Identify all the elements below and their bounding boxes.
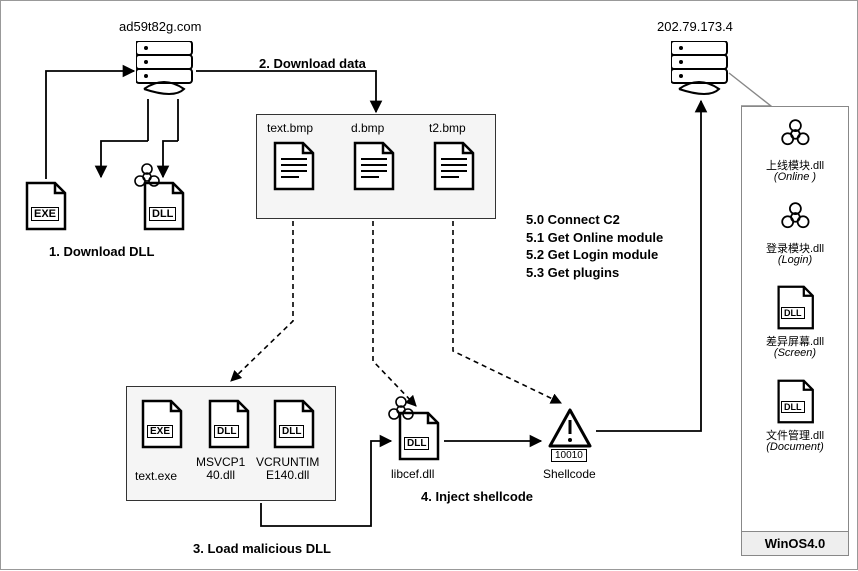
step4-label: 4. Inject shellcode — [421, 489, 533, 504]
dll1-label: DLL — [149, 207, 176, 221]
file-textexe: EXE — [139, 399, 185, 454]
vcrt-name: VCRUNTIM E140.dll — [256, 456, 319, 482]
file-bmp3 — [431, 141, 477, 196]
server1-label: ad59t82g.com — [119, 19, 201, 34]
step5-3: 5.3 Get plugins — [526, 264, 663, 282]
shellcode-label: Shellcode — [543, 467, 596, 481]
server-icon — [671, 41, 731, 99]
libcef-tag: DLL — [404, 437, 429, 450]
file-bmp2 — [351, 141, 397, 196]
bmp2-label: d.bmp — [351, 121, 384, 135]
msvcp-name: MSVCP1 40.dll — [196, 456, 245, 482]
file-vcrt: DLL — [271, 399, 317, 454]
biohazard-icon — [780, 119, 812, 151]
vcrt-tag: DLL — [279, 425, 304, 438]
shellcode-num: 10010 — [551, 449, 587, 462]
libcef-name: libcef.dll — [391, 467, 434, 481]
bmp1-label: text.bmp — [267, 121, 313, 135]
biohazard-icon — [133, 163, 161, 196]
shellcode-node — [546, 406, 594, 455]
textexe-name: text.exe — [135, 469, 177, 483]
modules-title: WinOS4.0 — [742, 531, 848, 555]
server-ad59 — [136, 41, 196, 104]
server2-label: 202.79.173.4 — [657, 19, 733, 34]
file-bmp1 — [271, 141, 317, 196]
m4-tag: DLL — [781, 401, 805, 413]
textexe-tag: EXE — [147, 425, 173, 438]
step1-label: 1. Download DLL — [49, 244, 154, 259]
step5-1: 5.1 Get Online module — [526, 229, 663, 247]
biohazard-icon — [780, 202, 812, 234]
file-icon — [23, 181, 69, 231]
m3-tag: DLL — [781, 307, 805, 319]
server-c2 — [671, 41, 731, 104]
step5-block: 5.0 Connect C2 5.1 Get Online module 5.2… — [526, 211, 663, 281]
step5-0: 5.0 Connect C2 — [526, 211, 663, 229]
m1-en: (Online ) — [742, 171, 848, 183]
step3-label: 3. Load malicious DLL — [193, 541, 331, 556]
file-exe1: EXE — [23, 181, 69, 236]
m2-en: (Login) — [742, 254, 848, 266]
biohazard-icon2 — [387, 396, 415, 429]
modules-panel: 上线模块.dll (Online ) 登录模块.dll (Login) DLL … — [741, 106, 849, 556]
m3-en: (Screen) — [742, 347, 848, 359]
warning-icon — [546, 406, 594, 450]
m4-en: (Document) — [742, 441, 848, 453]
step5-2: 5.2 Get Login module — [526, 246, 663, 264]
exe1-label: EXE — [31, 207, 59, 221]
step2-label: 2. Download data — [259, 56, 366, 71]
file-msvcp: DLL — [206, 399, 252, 454]
bmp3-label: t2.bmp — [429, 121, 466, 135]
server-icon — [136, 41, 196, 99]
msvcp-tag: DLL — [214, 425, 239, 438]
